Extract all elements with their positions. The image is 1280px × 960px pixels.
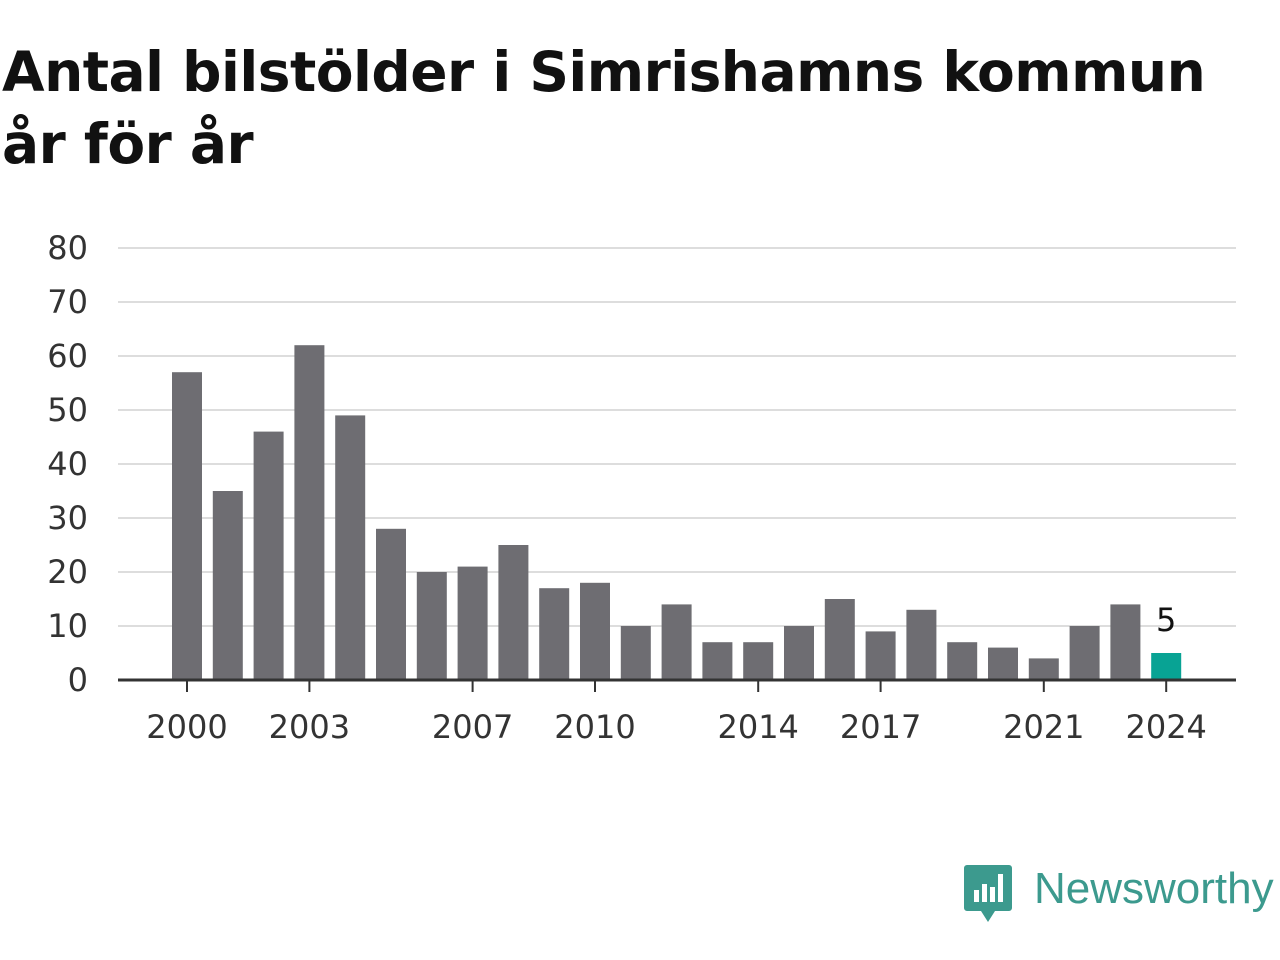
y-tick-label: 80 [47,229,88,267]
bar-2015 [784,626,814,680]
brand-name: Newsworthy [1034,864,1274,913]
y-tick-label: 0 [68,661,88,699]
bar-2009 [539,588,570,680]
bar-2018 [906,609,937,680]
bar-2000 [172,372,202,680]
x-axis: 2000 2003 2007 2010 2014 2017 2021 2024 [118,678,1236,746]
bar-2019 [947,642,978,680]
bar-2021 [1028,658,1059,680]
bar-2008 [498,545,529,680]
y-tick-label: 50 [47,391,88,429]
y-tick-label: 60 [47,337,88,375]
newsworthy-chart-icon [964,865,1012,922]
bar-2002 [253,431,284,680]
bar-2012 [661,604,692,680]
chart-title: Antal bilstölder i Simrishamns kommun år… [2,36,1278,180]
y-tick-label: 20 [47,553,88,591]
bar-2020 [988,647,1018,680]
bar-2011 [620,626,651,680]
x-tick-label: 2017 [840,708,921,746]
x-tick-label: 2000 [146,708,227,746]
y-axis-labels: 0 10 20 30 40 50 60 70 80 [47,229,88,699]
y-tick-label: 70 [47,283,88,321]
bar-2017 [865,631,896,680]
bar-2003 [294,345,325,680]
x-tick-label: 2007 [432,708,513,746]
bar-2006 [416,572,447,680]
bar-2013 [702,642,733,680]
bar-2007 [457,566,488,680]
bar-2024 [1151,653,1182,680]
bar-2001 [212,491,243,680]
x-tick-label: 2003 [269,708,350,746]
bar-2005 [376,528,406,680]
x-tick-label: 2010 [554,708,635,746]
bar-2022 [1069,626,1100,680]
data-label-2024: 5 [1156,601,1176,639]
gridlines [118,247,1236,627]
chart-title-line-1: Antal bilstölder i Simrishamns kommun [2,40,1206,104]
bar-2023 [1110,604,1141,680]
bar-2014 [743,642,774,680]
bar-2016 [824,599,855,680]
x-tick-label: 2021 [1003,708,1084,746]
bars [172,345,1182,680]
x-tick-label: 2014 [717,708,798,746]
data-labels: 5 [1156,601,1176,639]
y-tick-label: 40 [47,445,88,483]
y-tick-label: 30 [47,499,88,537]
x-tick-label: 2024 [1125,708,1206,746]
bar-2004 [335,415,366,680]
bar-2010 [580,582,610,680]
chart-title-line-2: år för år [2,112,254,176]
y-tick-label: 10 [47,607,88,645]
